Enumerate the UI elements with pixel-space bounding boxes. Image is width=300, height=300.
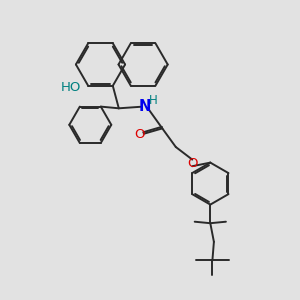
Text: O: O xyxy=(188,157,198,170)
Text: HO: HO xyxy=(61,81,82,94)
Text: H: H xyxy=(149,94,158,107)
Text: N: N xyxy=(139,99,152,114)
Text: O: O xyxy=(134,128,145,141)
